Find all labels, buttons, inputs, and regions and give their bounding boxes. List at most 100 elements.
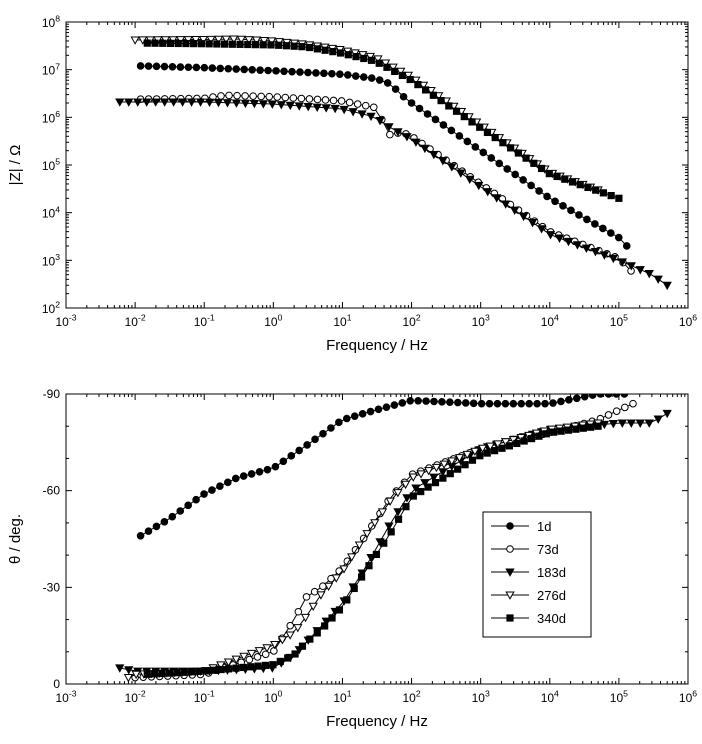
y-axis-label: θ / deg. — [7, 514, 24, 564]
series-340d-point — [422, 86, 430, 94]
legend-item-73d: 73d — [491, 542, 559, 557]
series-340d-point — [452, 107, 461, 115]
series-1d-point — [176, 507, 185, 515]
series-73d-point — [249, 92, 257, 100]
legend-label: 1d — [537, 519, 551, 534]
series-1d-point — [487, 154, 496, 162]
series-340d-point — [468, 456, 477, 464]
series-1d-point — [336, 70, 344, 78]
series-183d-point — [213, 98, 224, 108]
series-340d-point — [553, 172, 561, 181]
series-73d-point — [273, 93, 282, 101]
series-340d-point — [254, 662, 262, 670]
series-183d-point — [599, 251, 610, 260]
series-340d-point — [360, 54, 368, 63]
series-340d-point — [291, 650, 299, 658]
series-183d-point — [321, 104, 331, 113]
series-340d-point — [143, 39, 151, 47]
y-tick-label: 108 — [42, 14, 60, 30]
series-1d-point — [311, 435, 319, 444]
series-340d-point — [165, 669, 174, 677]
series-1d-point — [232, 65, 241, 73]
series-340d-point — [409, 492, 417, 500]
series-340d-point — [406, 75, 414, 84]
series-276d-point — [191, 36, 201, 45]
series-183d-point — [312, 103, 322, 112]
series-1d-point — [454, 398, 462, 407]
series-340d-point — [542, 430, 550, 438]
series-73d-point — [302, 593, 311, 601]
series-73d-point — [225, 91, 233, 100]
series-1d-point — [144, 62, 153, 70]
series-340d-point — [151, 670, 159, 678]
series-340d-point — [367, 56, 376, 64]
series-340d-point — [217, 665, 225, 674]
series-276d-point — [270, 640, 280, 650]
x-tick-label: 104 — [541, 689, 559, 705]
y-axis-ticks: 0 -30 -60 -90 — [43, 387, 688, 691]
series-183d-point — [384, 123, 394, 132]
series-183d-point — [393, 508, 403, 517]
series-276d-point — [411, 76, 421, 85]
series-276d-point — [370, 519, 380, 528]
series-183d-point — [545, 231, 556, 240]
series-1d-point — [583, 215, 591, 224]
series-1d-point — [399, 92, 408, 101]
series-1d-point — [264, 66, 272, 75]
series-340d-point — [298, 642, 307, 650]
series-1d-point — [614, 233, 623, 242]
series-340d-point — [321, 622, 329, 630]
series-1d-point — [184, 501, 192, 510]
series-276d-point — [251, 36, 262, 45]
series-340d-point — [335, 606, 344, 614]
series-1d-point — [247, 470, 256, 478]
series-340d-point — [259, 41, 267, 49]
series-183d-line — [119, 101, 668, 286]
series-1d-point — [248, 65, 256, 74]
series-340d-point — [158, 669, 166, 678]
y-tick-label: -30 — [43, 580, 61, 594]
series-276d-point — [462, 450, 472, 460]
series-183d-point — [366, 112, 376, 122]
series-1d-point — [168, 62, 177, 71]
series-1d-point — [588, 394, 597, 399]
series-183d-point — [330, 104, 340, 114]
series-1d-point — [231, 474, 240, 483]
series-340d — [143, 422, 602, 678]
series-1d-point — [622, 242, 631, 250]
x-tick-label: 103 — [472, 313, 490, 329]
x-tick-label: 103 — [472, 689, 490, 705]
series-73d-point — [253, 653, 262, 661]
legend-item-276d: 276d — [491, 588, 566, 603]
series-1d-point — [430, 397, 438, 406]
series-183d-point — [662, 281, 672, 291]
series-73d-point — [270, 647, 278, 655]
series-276d-point — [308, 602, 318, 612]
series-276d-point — [354, 541, 365, 550]
series-183d-point — [572, 241, 583, 250]
series-1d-point — [477, 399, 486, 408]
series-183d-point — [258, 100, 269, 109]
series-183d-point — [402, 133, 412, 142]
series-276d-point — [277, 636, 288, 645]
series-276d-point — [254, 647, 264, 656]
series-340d-point — [402, 503, 410, 511]
series-73d-point — [286, 621, 294, 630]
series-340d-point — [220, 40, 229, 48]
series-1d-point — [391, 85, 400, 93]
series-1d-point — [383, 79, 392, 87]
x-tick-label: 102 — [402, 313, 420, 329]
series-1d-point — [485, 399, 494, 408]
series-1d-point — [136, 62, 145, 70]
series-1d-point — [469, 399, 478, 408]
series-276d-point — [385, 497, 395, 506]
series-183d-point — [536, 225, 547, 234]
series-183d-point — [276, 101, 286, 110]
series-73d-point — [369, 103, 378, 112]
series-340d-point — [336, 49, 345, 57]
series-1d-point — [192, 495, 200, 504]
x-tick-label: 10-2 — [125, 689, 146, 705]
series-183d-point — [420, 144, 430, 154]
series-183d-point — [402, 494, 412, 503]
x-tick-label: 106 — [679, 689, 697, 705]
